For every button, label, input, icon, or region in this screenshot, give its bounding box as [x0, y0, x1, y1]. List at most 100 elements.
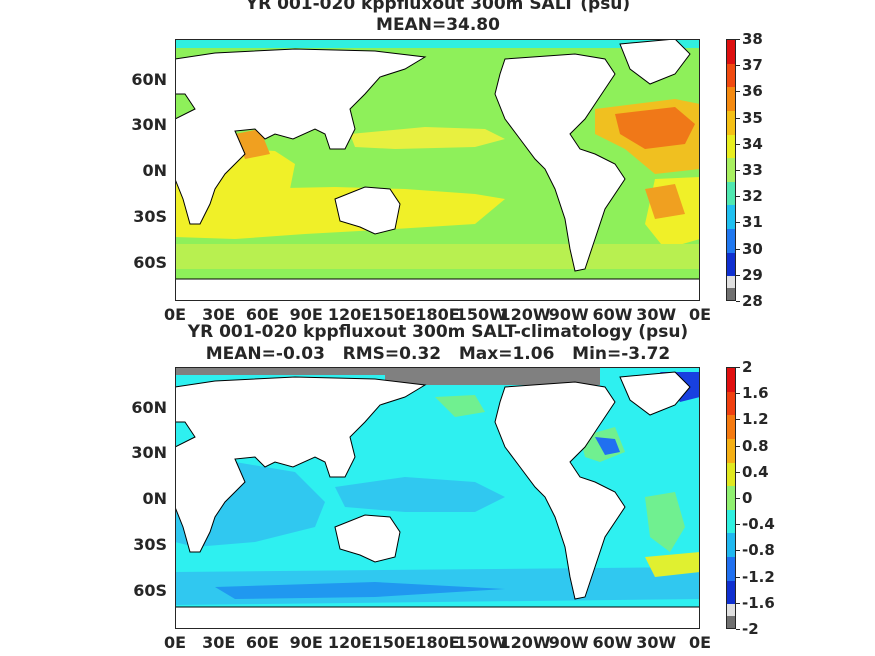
- north-pacific-green: [435, 395, 485, 417]
- colorbar-tick: [736, 222, 740, 224]
- colorbar-tick-label: 36: [742, 82, 763, 101]
- lon-label: 150E: [371, 305, 416, 324]
- colorbar-tick-label: -1.2: [742, 567, 775, 586]
- colorbar-segment: [727, 276, 735, 289]
- panel1-colorbar: [726, 39, 736, 301]
- colorbar-tick: [736, 445, 740, 447]
- colorbar-tick-label: 33: [742, 161, 763, 179]
- colorbar-tick-label: -0.8: [742, 541, 775, 560]
- colorbar-segment: [727, 580, 735, 605]
- lon-label: 60W: [592, 305, 633, 324]
- lon-label: 120E: [327, 305, 373, 324]
- lat-label: 60S: [133, 253, 167, 272]
- colorbar-segment: [727, 205, 735, 230]
- colorbar-tick-label: 0: [742, 489, 753, 507]
- lat-label: 60N: [131, 397, 167, 417]
- colorbar-tick-label: -1.6: [742, 593, 775, 612]
- colorbar-segment: [727, 252, 735, 277]
- lon-label: 150E: [371, 633, 416, 652]
- colorbar-segment: [727, 134, 735, 159]
- colorbar-tick-label: -2: [742, 620, 759, 638]
- lat-label: 30N: [131, 115, 167, 135]
- colorbar-tick-label: -0.4: [742, 515, 775, 534]
- colorbar-tick: [736, 274, 740, 276]
- colorbar-segment: [727, 533, 735, 558]
- lat-label: 30N: [131, 443, 167, 463]
- greenland: [619, 39, 691, 85]
- lat-label: 30S: [133, 535, 167, 555]
- lat-label: 30S: [133, 207, 167, 227]
- colorbar-tick: [736, 248, 740, 250]
- colorbar-tick-label: 31: [742, 213, 763, 232]
- lon-label: 90E: [289, 305, 323, 324]
- panel2-stats: MEAN=-0.03 RMS=0.32 Max=1.06 Min=-3.72: [205, 344, 671, 364]
- lon-label: 60E: [245, 633, 280, 652]
- pacific-fresh: [335, 477, 505, 512]
- colorbar-segment: [727, 158, 735, 183]
- salinity-anomaly-map: [175, 367, 700, 629]
- lon-label: 0E: [688, 633, 712, 652]
- colorbar-segment: [727, 391, 735, 416]
- lon-label: 120E: [327, 633, 373, 652]
- colorbar-tick: [736, 65, 740, 67]
- lon-label: 60E: [245, 305, 280, 324]
- colorbar-tick: [736, 498, 740, 499]
- panel2-title: YR 001-020 kppfluxout 300m SALT-climatol…: [187, 322, 689, 342]
- americas: [494, 53, 626, 272]
- colorbar-tick-label: 28: [742, 292, 763, 310]
- north-atlantic-core: [615, 107, 695, 149]
- lon-label: 0E: [163, 633, 187, 652]
- antarctica: [175, 606, 700, 629]
- colorbar-tick: [736, 170, 740, 171]
- colorbar-tick: [736, 524, 740, 526]
- lon-label: 180E: [415, 305, 460, 324]
- panel2-colorbar: [726, 367, 736, 629]
- north-pacific-high: [350, 127, 505, 149]
- lon-label: 60W: [592, 633, 633, 652]
- southern-ocean-band: [175, 244, 700, 269]
- land-masses: [175, 39, 700, 301]
- eurasia-africa: [175, 376, 427, 553]
- lon-label: 120W: [499, 633, 551, 652]
- colorbar-segment: [727, 229, 735, 254]
- colorbar-segment: [727, 87, 735, 112]
- lon-label: 90W: [548, 305, 589, 324]
- south-atlantic-core: [645, 184, 685, 219]
- colorbar-segment: [727, 63, 735, 88]
- colorbar-segment: [727, 181, 735, 206]
- arctic-missing: [385, 367, 600, 385]
- colorbar-tick: [736, 576, 740, 578]
- lon-label: 150W: [455, 633, 507, 652]
- lat-label: 0N: [142, 161, 167, 181]
- colorbar-tick-label: 0.4: [742, 462, 769, 481]
- colorbar-tick: [736, 471, 740, 473]
- arctic-missing-west: [175, 367, 385, 375]
- colorbar-segment: [727, 616, 735, 628]
- colorbar-tick: [736, 301, 740, 302]
- colorbar-tick: [736, 550, 740, 552]
- colorbar-tick-label: 34: [742, 134, 763, 153]
- arctic-band: [175, 39, 700, 48]
- colorbar-tick-label: 1.2: [742, 410, 769, 429]
- greenland: [619, 371, 691, 416]
- south-atlantic-green: [645, 492, 685, 552]
- colorbar-segment: [727, 288, 735, 300]
- gulf-stream-blue: [595, 437, 620, 455]
- colorbar-segment: [727, 486, 735, 511]
- colorbar-tick: [736, 602, 740, 604]
- colorbar-tick: [736, 393, 740, 395]
- colorbar-segment: [727, 368, 735, 393]
- colorbar-tick: [736, 39, 740, 40]
- map-frame: [175, 39, 700, 301]
- antarctica: [175, 278, 700, 301]
- colorbar-segment: [727, 604, 735, 617]
- salinity-map: [175, 39, 700, 301]
- colorbar-segment: [727, 438, 735, 464]
- colorbar-tick: [736, 143, 740, 145]
- colorbar-tick-label: 37: [742, 56, 763, 75]
- panel1-mean: MEAN=34.80: [376, 15, 500, 35]
- colorbar-segment: [727, 462, 735, 487]
- lat-label: 60N: [131, 69, 167, 89]
- colorbar-tick-label: 2: [742, 358, 753, 376]
- colorbar-tick: [736, 196, 740, 198]
